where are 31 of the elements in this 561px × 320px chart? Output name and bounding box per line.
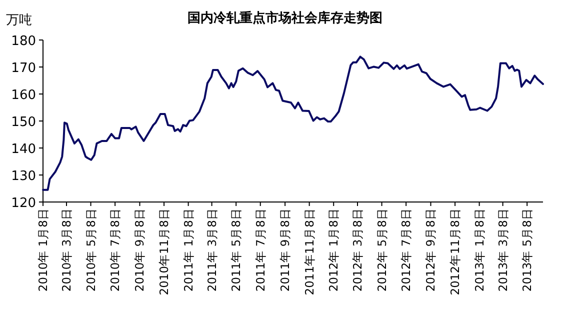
x-tick-label: 2010年 3月8日 bbox=[59, 208, 74, 292]
x-tick-label: 2011年 3月8日 bbox=[204, 208, 219, 292]
x-tick-label: 2013年 3月8日 bbox=[496, 208, 510, 292]
x-tick-label: 2012年 9月8日 bbox=[424, 208, 438, 292]
x-tick-label: 2011年 1月8日 bbox=[181, 208, 196, 292]
y-tick-label: 180 bbox=[11, 34, 36, 49]
x-tick-label: 2012年 1月8日 bbox=[326, 208, 341, 292]
x-tick-label: 2010年 9月8日 bbox=[132, 208, 147, 292]
y-tick-label: 130 bbox=[11, 169, 36, 184]
y-axis-title: 万吨 bbox=[6, 13, 32, 28]
x-tick-label: 2010年 1月8日 bbox=[36, 208, 50, 292]
x-tick-label: 2013年 5月8日 bbox=[520, 208, 534, 292]
x-tick-label: 2012年11月8日 bbox=[448, 208, 462, 296]
y-tick-label: 160 bbox=[11, 88, 36, 103]
x-tick-label: 2012年 7月8日 bbox=[399, 208, 414, 292]
x-tick-label: 2010年 5月8日 bbox=[84, 208, 98, 292]
y-tick-label: 170 bbox=[11, 61, 36, 76]
y-tick-label: 150 bbox=[11, 115, 36, 130]
x-tick-label: 2010年11月8日 bbox=[157, 208, 172, 296]
x-tick-label: 2013年 1月8日 bbox=[472, 208, 486, 292]
x-tick-label: 2012年 5月8日 bbox=[374, 208, 389, 292]
chart-title: 国内冷轧重点市场社会库存走势图 bbox=[188, 10, 382, 26]
y-tick-label: 120 bbox=[11, 196, 36, 211]
line-series bbox=[42, 56, 544, 191]
x-tick-label: 2010年 7月8日 bbox=[108, 208, 122, 292]
x-tick-label: 2011年11月8日 bbox=[302, 208, 316, 296]
x-tick-label: 2011年 9月8日 bbox=[278, 208, 292, 292]
x-tick-label: 2012年 3月8日 bbox=[350, 208, 364, 292]
x-tick-label: 2011年 7月8日 bbox=[253, 208, 268, 292]
x-tick-label: 2011年 5月8日 bbox=[229, 208, 244, 292]
y-tick-label: 140 bbox=[11, 142, 36, 157]
